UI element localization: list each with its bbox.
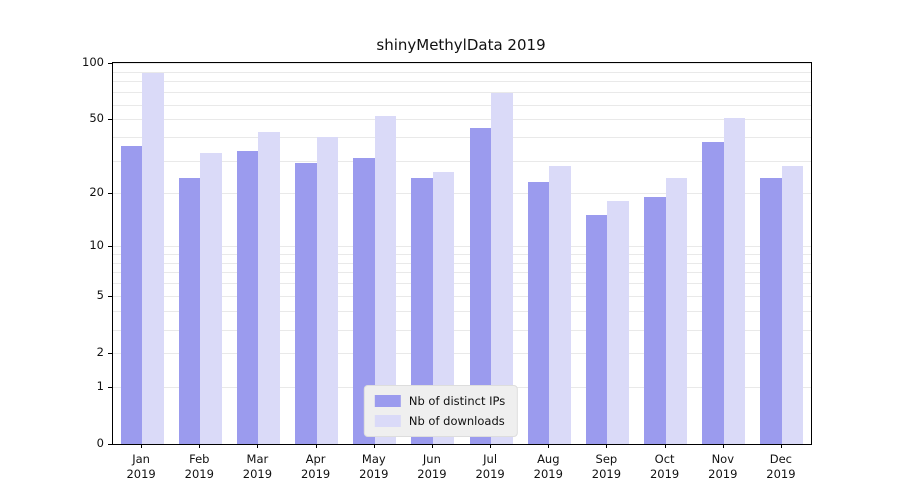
x-tick-label-feb: Feb 2019 (184, 452, 214, 481)
y-tick-label: 100 (82, 55, 104, 69)
bar-distinct-ips-oct (644, 196, 666, 444)
bar-downloads-mar (258, 131, 280, 444)
y-axis: 0 1 2 5 10 20 50 100 (0, 55, 104, 450)
x-tick-mark (606, 444, 608, 448)
y-tick-mark (108, 63, 112, 64)
gridline (113, 63, 811, 64)
bar-downloads-jul (491, 93, 513, 444)
x-tick-mark (664, 444, 666, 448)
bar-distinct-ips-jun (411, 178, 433, 444)
x-tick-mark (548, 444, 550, 448)
bar-downloads-apr (316, 137, 339, 444)
bar-distinct-ips-nov (702, 141, 724, 444)
bar-downloads-dec (781, 166, 804, 444)
x-tick-mark (257, 444, 259, 448)
y-tick-label: 5 (96, 288, 104, 303)
gridline (113, 262, 811, 264)
gridline (113, 104, 811, 106)
gridline (113, 246, 811, 247)
x-axis: Jan 2019 Feb 2019 Mar 2019 Apr 2019 May 2019… (112, 444, 810, 494)
y-tick-label: 50 (89, 111, 104, 126)
gridline (113, 253, 811, 255)
legend-label: Nb of downloads (408, 414, 505, 428)
x-tick-label-oct: Oct 2019 (649, 452, 680, 481)
y-tick-label: 2 (96, 345, 104, 360)
x-tick-label-apr: Apr 2019 (300, 452, 331, 481)
y-tick-label: 10 (89, 238, 104, 252)
y-tick-mark (108, 386, 112, 388)
gridline (113, 283, 811, 285)
x-tick-mark (199, 444, 201, 448)
x-tick-label-aug: Aug 2019 (533, 452, 563, 481)
gridline (113, 192, 811, 194)
gridline (113, 81, 811, 83)
y-tick-label: 0 (96, 436, 104, 450)
bar-distinct-ips-jul (469, 127, 492, 444)
x-tick-label-may: May 2019 (359, 452, 389, 481)
bar-distinct-ips-sep (585, 215, 608, 444)
gridline (113, 353, 811, 355)
legend-swatch (374, 395, 401, 407)
bar-distinct-ips-may (353, 157, 375, 444)
y-tick-mark (108, 353, 112, 355)
bar-distinct-ips-jan (120, 145, 143, 444)
x-tick-label-jul: Jul 2019 (475, 452, 505, 481)
bar-downloads-may (374, 116, 397, 444)
y-tick-mark (108, 246, 112, 247)
bar-downloads-jan (142, 73, 164, 444)
x-tick-mark (315, 444, 317, 448)
bar-downloads-sep (607, 200, 629, 444)
legend: Nb of distinct IPs Nb of downloads (363, 385, 519, 437)
gridline (113, 311, 811, 313)
bar-distinct-ips-dec (760, 178, 782, 444)
legend-item: Nb of distinct IPs (374, 394, 506, 408)
gridline (113, 329, 811, 331)
bar-downloads-jun (432, 171, 455, 444)
x-tick-mark (141, 444, 143, 448)
gridline (113, 92, 811, 94)
x-tick-label-jun: Jun 2019 (417, 452, 447, 481)
x-tick-mark (431, 444, 433, 448)
x-tick-mark (373, 444, 375, 448)
bar-distinct-ips-feb (178, 178, 201, 444)
y-tick-label: 20 (89, 184, 104, 199)
gridline (113, 296, 811, 298)
gridline (113, 137, 811, 139)
x-tick-label-dec: Dec 2019 (766, 452, 796, 481)
bar-downloads-oct (665, 178, 688, 444)
gridline (113, 71, 811, 73)
plot-area: Nb of distinct IPs Nb of downloads (108, 62, 812, 445)
x-tick-label-mar: Mar 2019 (242, 452, 273, 481)
bar-downloads-nov (723, 117, 746, 444)
x-tick-label-nov: Nov 2019 (708, 452, 738, 481)
bar-distinct-ips-aug (527, 181, 550, 444)
legend-swatch (374, 415, 401, 427)
legend-item: Nb of downloads (374, 414, 505, 428)
x-tick-mark (780, 444, 782, 448)
x-tick-label-jan: Jan 2019 (126, 452, 156, 481)
x-tick-label-sep: Sep 2019 (591, 452, 622, 481)
gridline (113, 119, 811, 121)
y-tick-mark (108, 444, 112, 445)
chart-title: shinyMethylData 2019 (376, 36, 546, 54)
gridline (113, 272, 811, 274)
y-tick-mark (108, 119, 112, 121)
gridline (113, 160, 811, 162)
y-tick-label: 1 (96, 378, 104, 393)
legend-label: Nb of distinct IPs (408, 394, 506, 408)
bar-downloads-aug (549, 166, 571, 444)
x-tick-mark (722, 444, 724, 448)
y-tick-mark (108, 192, 112, 194)
x-tick-mark (490, 444, 492, 448)
bar-downloads-feb (200, 152, 222, 444)
bar-distinct-ips-mar (236, 150, 259, 444)
y-tick-mark (108, 296, 112, 298)
bar-distinct-ips-apr (295, 163, 317, 444)
